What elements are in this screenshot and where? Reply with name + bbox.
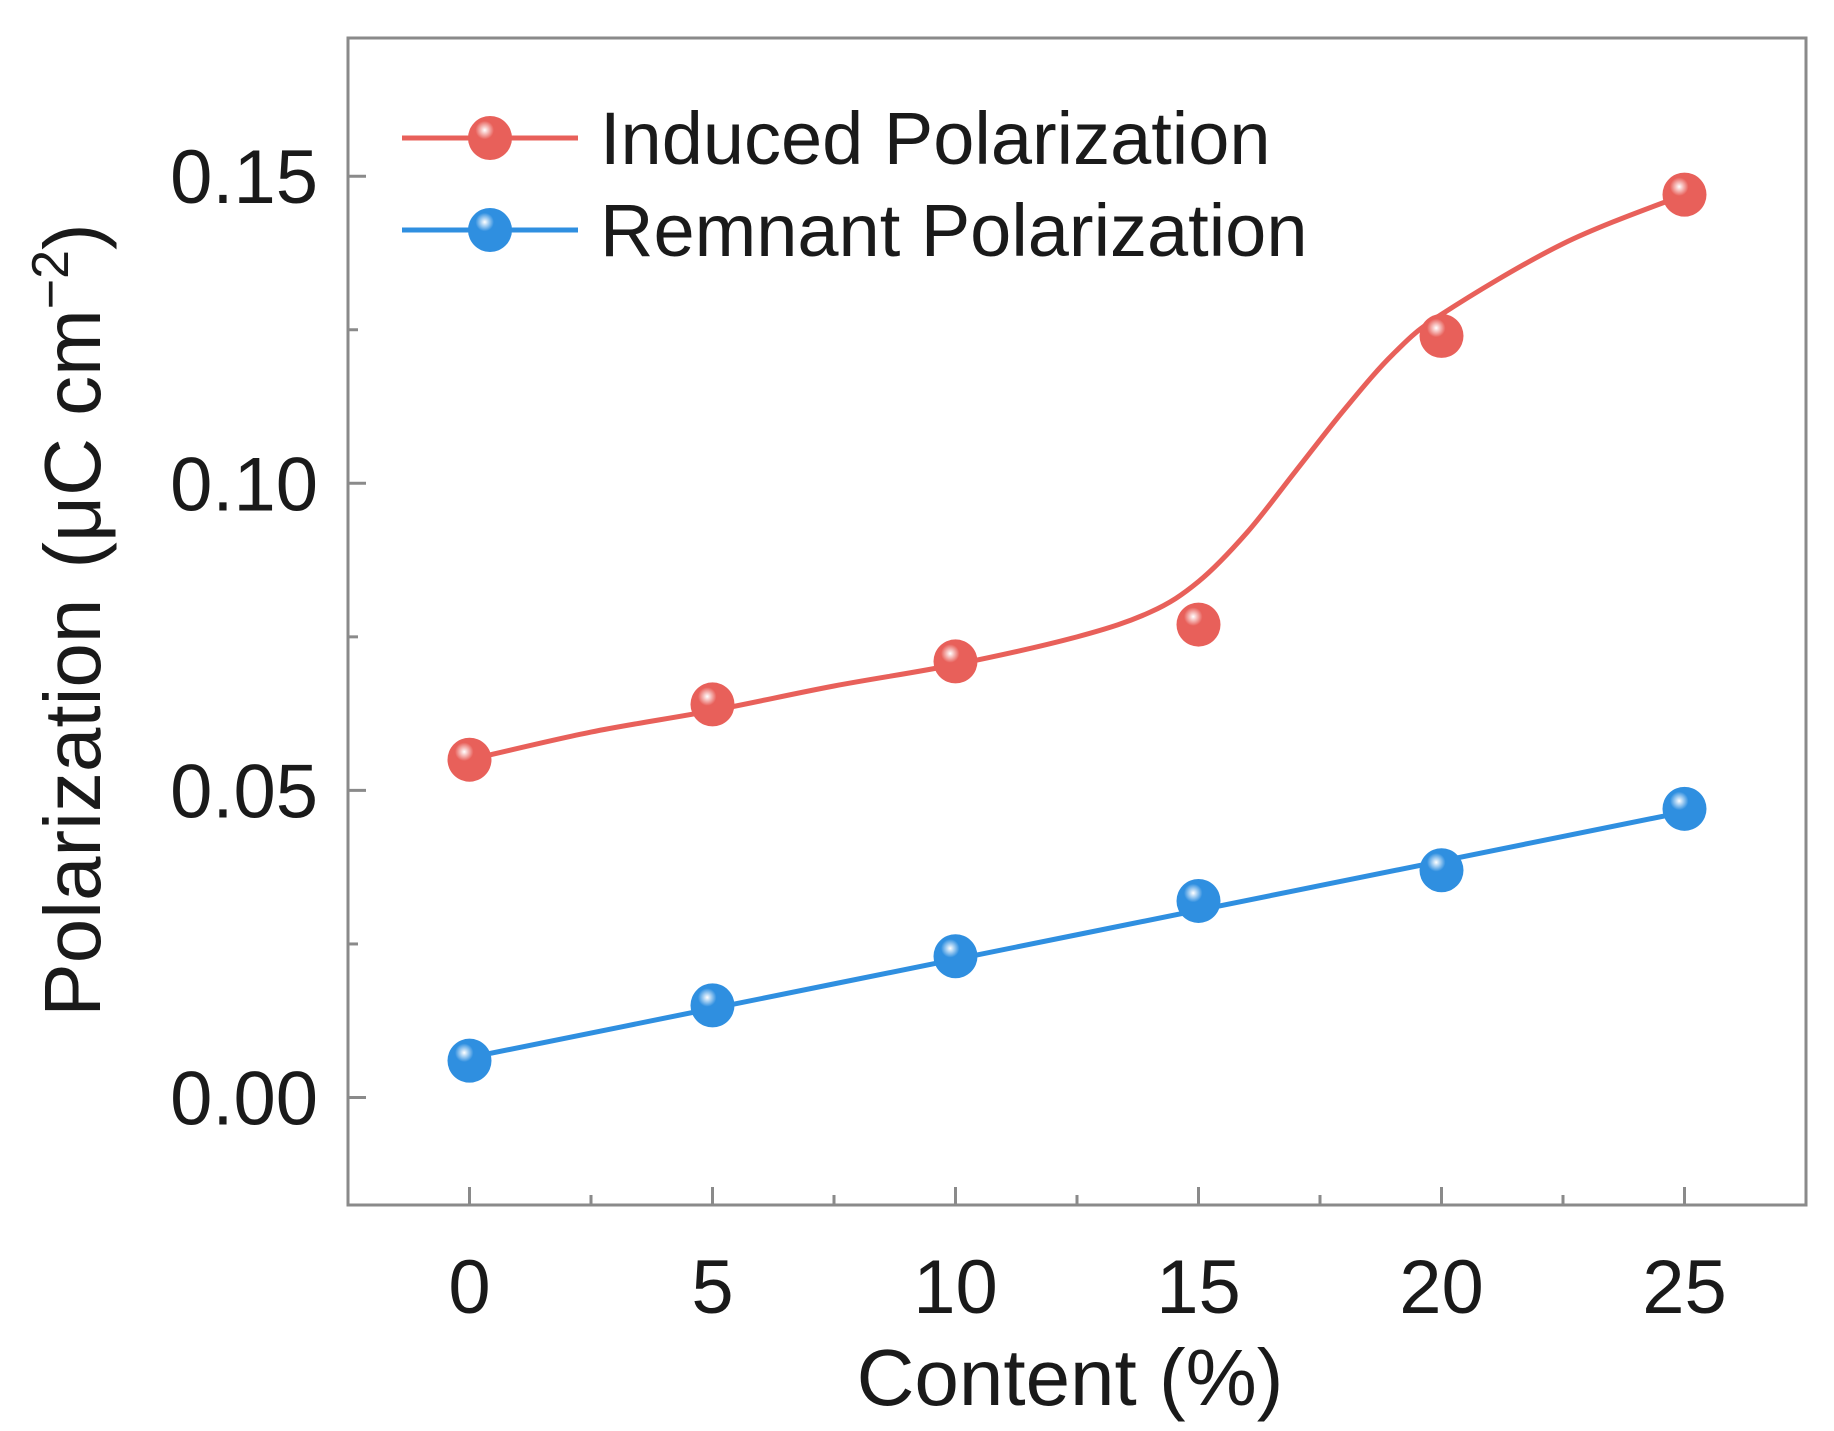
legend-label: Induced Polarization bbox=[600, 97, 1271, 180]
x-tick-label: 5 bbox=[691, 1245, 733, 1330]
axis-ticks: 0 5 10 15 20 25 0.00 0.05 0.10 0.15 bbox=[170, 135, 1808, 1330]
legend-item-remnant-polarization: Remnant Polarization bbox=[402, 189, 1307, 272]
legend-item-induced-polarization: Induced Polarization bbox=[402, 97, 1271, 180]
remnant-polarization-point bbox=[1662, 786, 1707, 831]
induced-polarization-point bbox=[1176, 602, 1221, 647]
induced-polarization-point bbox=[1419, 313, 1464, 358]
x-tick-label: 10 bbox=[913, 1245, 998, 1330]
y-tick-label: 0.10 bbox=[170, 442, 318, 527]
x-tick-label: 20 bbox=[1399, 1245, 1484, 1330]
legend-label: Remnant Polarization bbox=[600, 189, 1307, 272]
legend: Induced Polarization Remnant Polarization bbox=[402, 97, 1307, 272]
y-axis-title-exponent: −2 bbox=[22, 250, 80, 309]
x-tick-label: 25 bbox=[1642, 1245, 1727, 1330]
y-tick-label: 0.05 bbox=[170, 749, 318, 834]
induced-polarization-line bbox=[468, 192, 1686, 763]
remnant-polarization-point bbox=[1419, 848, 1464, 893]
y-tick-label: 0.00 bbox=[170, 1057, 318, 1142]
legend-marker bbox=[468, 116, 512, 160]
series-layer bbox=[447, 172, 1707, 1083]
y-axis-title: Polarization (μC cm−2) bbox=[22, 223, 117, 1016]
induced-polarization-point bbox=[690, 682, 735, 727]
remnant-polarization-line bbox=[469, 809, 1685, 1061]
remnant-polarization-point bbox=[690, 983, 735, 1028]
remnant-polarization-point bbox=[1176, 878, 1221, 923]
legend-marker bbox=[468, 208, 512, 252]
series-induced-polarization bbox=[447, 172, 1707, 782]
y-axis-title-unit: (μC cm bbox=[28, 309, 117, 568]
y-axis-title-main: Polarization bbox=[28, 599, 117, 1017]
y-axis-title-close: ) bbox=[28, 223, 117, 250]
induced-polarization-point bbox=[447, 737, 492, 782]
x-axis-title: Content (%) bbox=[857, 1333, 1284, 1422]
induced-polarization-point bbox=[1662, 172, 1707, 217]
induced-polarization-point bbox=[933, 639, 978, 684]
remnant-polarization-point bbox=[447, 1038, 492, 1083]
x-tick-label: 15 bbox=[1156, 1245, 1241, 1330]
series-remnant-polarization bbox=[447, 786, 1707, 1083]
remnant-polarization-point bbox=[933, 934, 978, 979]
x-tick-label: 0 bbox=[448, 1245, 490, 1330]
y-tick-label: 0.15 bbox=[170, 135, 318, 220]
